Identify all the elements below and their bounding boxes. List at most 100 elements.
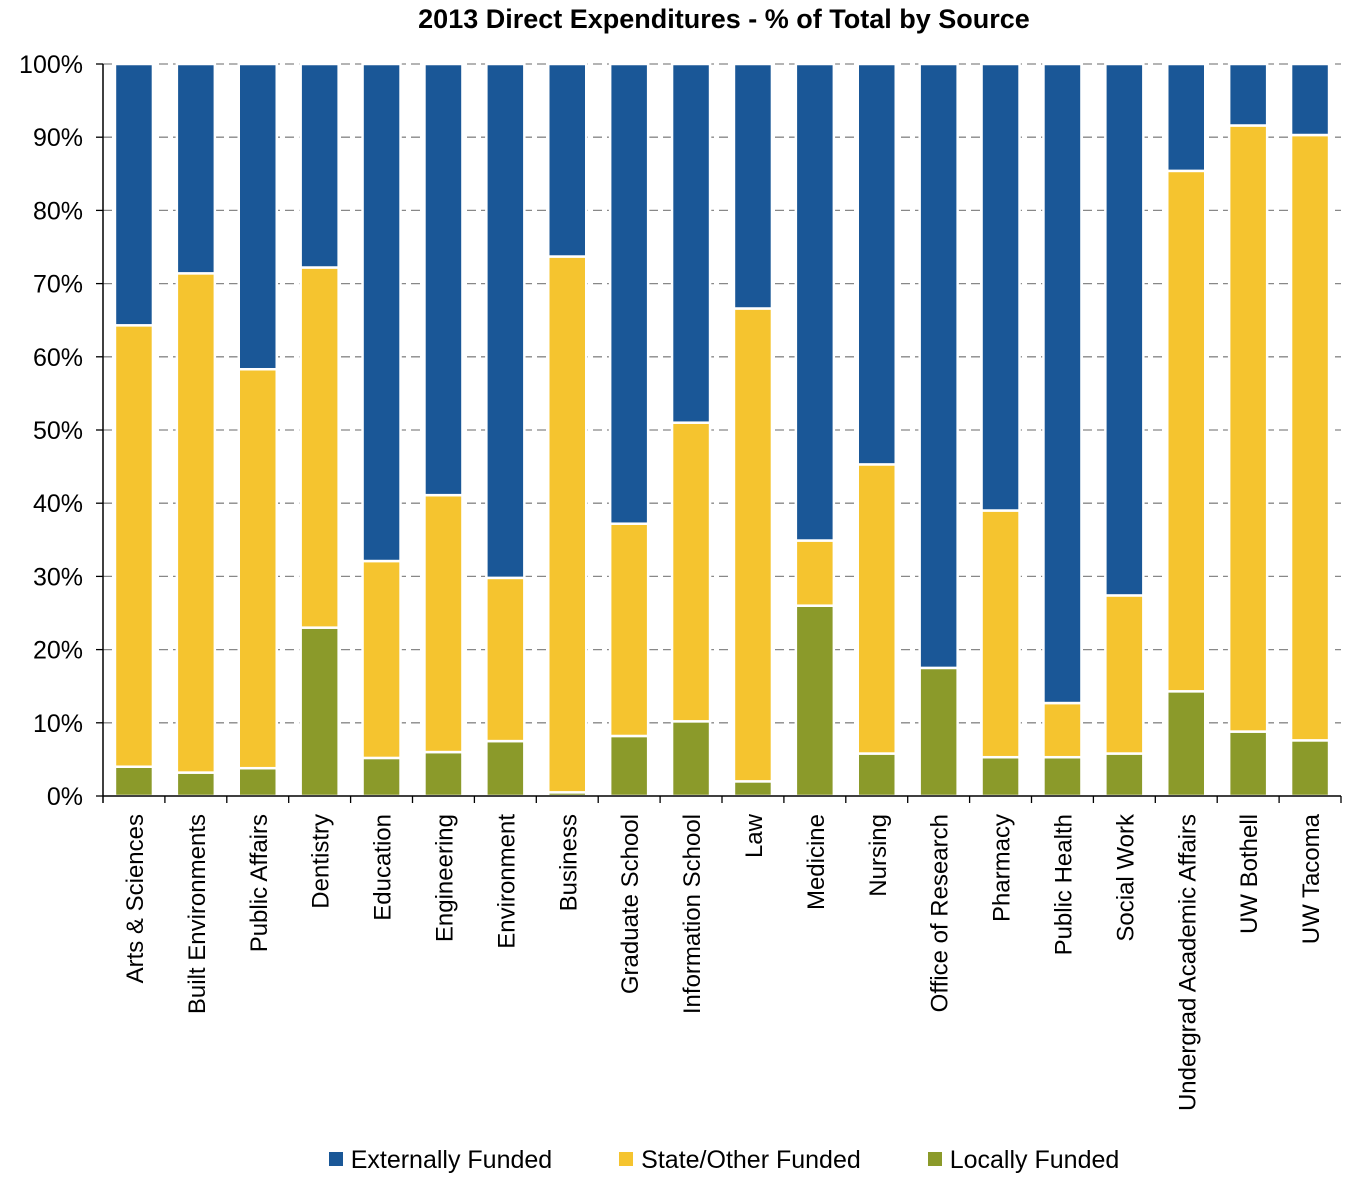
x-tick-label: Public Health: [1050, 814, 1077, 955]
gridlines: [103, 63, 1341, 724]
bar-externally-funded-dentistry: [299, 62, 340, 269]
y-tick-label: 70%: [33, 271, 83, 299]
bar-locally-funded-graduate-school: [608, 734, 650, 798]
legend-swatch-externally-funded: [328, 1152, 343, 1166]
x-tick-label: Arts & Sciences: [122, 814, 149, 983]
bar-externally-funded-education: [361, 62, 402, 563]
x-tick-label: Nursing: [865, 814, 892, 897]
bar-locally-funded-engineering: [423, 750, 464, 798]
bar-locally-funded-undergrad-academic-affairs: [1166, 690, 1207, 798]
y-tick-label: 40%: [33, 490, 83, 518]
bar-externally-funded-social-work: [1104, 62, 1145, 597]
x-tick-label: Undergrad Academic Affairs: [1174, 814, 1201, 1111]
bar-state-other-funded-public-affairs: [237, 367, 278, 770]
bar-state-other-funded-graduate-school: [608, 522, 650, 738]
bar-state-other-funded-uw-tacoma: [1289, 133, 1331, 742]
legend-swatch-locally-funded: [927, 1152, 942, 1166]
bar-state-other-funded-information-school: [670, 421, 712, 723]
legend: Externally Funded State/Other Funded Loc…: [0, 1146, 1348, 1175]
x-tick-label: Environment: [493, 814, 520, 949]
y-tick-label: 90%: [33, 124, 83, 152]
y-tick-label: 50%: [33, 417, 83, 445]
bar-externally-funded-engineering: [423, 62, 464, 497]
bar-locally-funded-arts-sciences: [113, 765, 155, 798]
bar-externally-funded-uw-bothell: [1227, 62, 1269, 127]
y-tick-label: 20%: [33, 637, 83, 665]
bar-externally-funded-business: [547, 62, 588, 258]
legend-swatch-state-other-funded: [619, 1152, 634, 1166]
y-tick-label: 60%: [33, 344, 83, 372]
bar-locally-funded-office-of-research: [918, 666, 959, 798]
x-tick-label: Social Work: [1112, 813, 1139, 942]
y-tick-label: 0%: [47, 783, 83, 811]
x-tick-label: Law: [741, 813, 768, 858]
legend-label: Externally Funded: [350, 1146, 553, 1174]
x-tick-label: Engineering: [431, 814, 458, 942]
bar-externally-funded-law: [732, 62, 774, 310]
bar-locally-funded-education: [361, 756, 402, 798]
x-tick-label: UW Bothell: [1236, 814, 1263, 934]
x-tick-label: Information School: [679, 814, 706, 1014]
bar-externally-funded-public-health: [1042, 62, 1083, 705]
bar-state-other-funded-public-health: [1042, 701, 1083, 759]
bar-state-other-funded-education: [361, 559, 402, 760]
x-tick-label: Public Affairs: [246, 814, 273, 952]
bar-locally-funded-social-work: [1104, 752, 1145, 798]
bar-externally-funded-graduate-school: [608, 62, 650, 525]
bar-externally-funded-arts-sciences: [113, 62, 155, 327]
x-tick-label: Education: [370, 814, 397, 921]
y-tick-label: 10%: [33, 710, 83, 738]
y-tick-labels: 0% 10% 20% 30% 40% 50% 60% 70% 80% 90% 100%: [19, 51, 83, 811]
bar-externally-funded-public-affairs: [237, 62, 278, 371]
x-tick-labels: Arts & Sciences Built Environments Public …: [122, 813, 1325, 1111]
bar-state-other-funded-business: [547, 255, 588, 794]
bars: [113, 62, 1331, 798]
y-tick-label: 80%: [33, 197, 83, 225]
x-tick-label: Pharmacy: [989, 814, 1016, 922]
legend-item-locally-funded: Locally Funded: [927, 1146, 1120, 1175]
bar-locally-funded-law: [732, 780, 774, 798]
bar-state-other-funded-social-work: [1104, 594, 1145, 755]
bar-locally-funded-uw-bothell: [1227, 730, 1269, 798]
x-tick-label: Business: [555, 814, 582, 911]
bar-state-other-funded-environment: [485, 576, 526, 743]
legend-label: Locally Funded: [949, 1146, 1120, 1174]
bar-state-other-funded-undergrad-academic-affairs: [1166, 169, 1207, 693]
bar-externally-funded-pharmacy: [980, 62, 1021, 512]
y-tick-label: 30%: [33, 563, 83, 591]
y-tick-label: 100%: [19, 51, 83, 79]
bar-externally-funded-undergrad-academic-affairs: [1166, 62, 1207, 173]
bar-locally-funded-built-environments: [175, 771, 217, 798]
bar-locally-funded-dentistry: [299, 626, 340, 798]
bar-state-other-funded-built-environments: [175, 272, 217, 774]
legend-item-state-other-funded: State/Other Funded: [619, 1146, 861, 1175]
bar-externally-funded-uw-tacoma: [1289, 62, 1331, 137]
bar-externally-funded-medicine: [794, 62, 836, 542]
x-tick-label: Medicine: [803, 814, 830, 910]
axes: [96, 63, 1342, 803]
bar-state-other-funded-engineering: [423, 493, 464, 754]
bar-state-other-funded-dentistry: [299, 266, 340, 629]
bar-state-other-funded-nursing: [856, 463, 897, 755]
bar-state-other-funded-medicine: [794, 539, 836, 607]
bar-locally-funded-medicine: [794, 604, 836, 798]
bar-locally-funded-public-affairs: [237, 766, 278, 798]
bar-state-other-funded-uw-bothell: [1227, 124, 1269, 733]
bar-state-other-funded-law: [732, 307, 774, 783]
x-tick-label: Dentistry: [308, 814, 335, 909]
x-tick-label: UW Tacoma: [1298, 813, 1325, 944]
bar-locally-funded-uw-tacoma: [1289, 739, 1331, 798]
bar-locally-funded-public-health: [1042, 755, 1083, 798]
bar-locally-funded-nursing: [856, 752, 897, 798]
bar-externally-funded-nursing: [856, 62, 897, 466]
bar-locally-funded-information-school: [670, 720, 712, 798]
legend-item-externally-funded: Externally Funded: [328, 1146, 553, 1175]
bar-locally-funded-environment: [485, 739, 526, 798]
bar-externally-funded-built-environments: [175, 62, 217, 275]
x-tick-label: Office of Research: [927, 814, 954, 1012]
chart-title: 2013 Direct Expenditures - % of Total by…: [418, 4, 1030, 34]
bar-state-other-funded-pharmacy: [980, 509, 1021, 759]
x-tick-label: Built Environments: [184, 814, 211, 1014]
bar-locally-funded-pharmacy: [980, 755, 1021, 798]
